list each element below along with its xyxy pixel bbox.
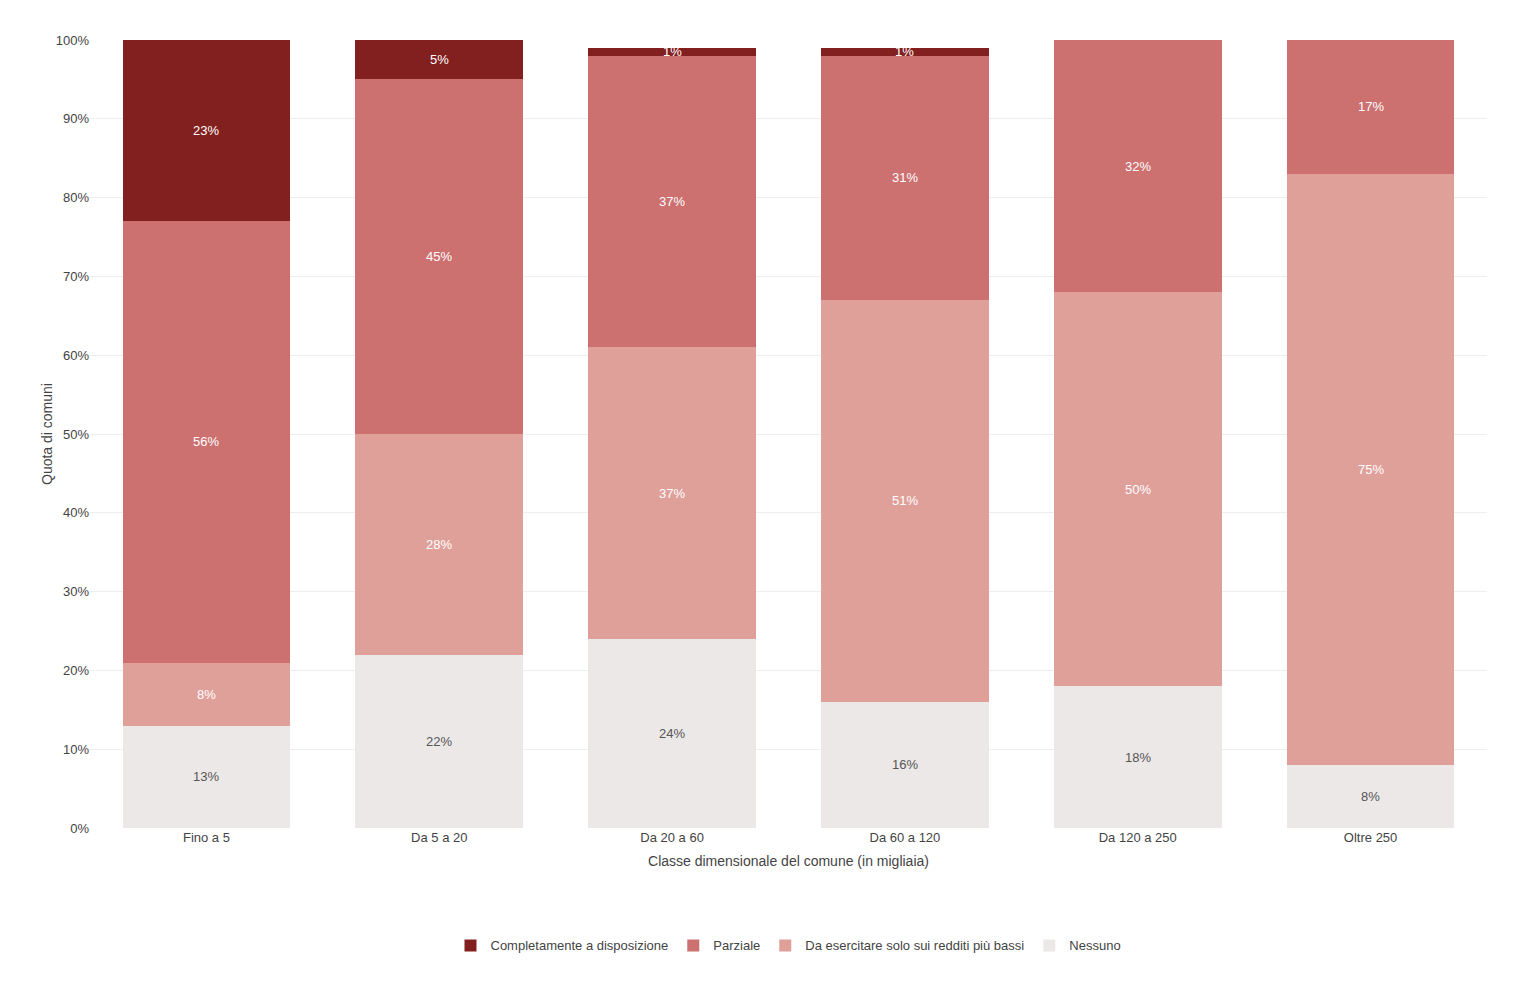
svg-text:17%: 17% xyxy=(1358,99,1384,114)
svg-text:37%: 37% xyxy=(659,486,685,501)
svg-text:Da 5 a 20: Da 5 a 20 xyxy=(411,830,467,845)
svg-text:20%: 20% xyxy=(63,663,89,678)
svg-text:40%: 40% xyxy=(63,505,89,520)
svg-text:8%: 8% xyxy=(197,687,216,702)
svg-text:Completamente a disposizione: Completamente a disposizione xyxy=(491,938,669,953)
svg-text:50%: 50% xyxy=(63,427,89,442)
svg-text:90%: 90% xyxy=(63,111,89,126)
svg-text:22%: 22% xyxy=(426,734,452,749)
svg-text:30%: 30% xyxy=(63,584,89,599)
svg-text:51%: 51% xyxy=(892,493,918,508)
svg-text:31%: 31% xyxy=(892,170,918,185)
svg-text:Da 20 a 60: Da 20 a 60 xyxy=(640,830,704,845)
svg-text:Quota di comuni: Quota di comuni xyxy=(39,383,55,485)
svg-text:75%: 75% xyxy=(1358,462,1384,477)
svg-text:18%: 18% xyxy=(1125,750,1151,765)
svg-text:60%: 60% xyxy=(63,348,89,363)
svg-text:37%: 37% xyxy=(659,194,685,209)
svg-text:Classe dimensionale del comune: Classe dimensionale del comune (in migli… xyxy=(648,853,929,869)
svg-text:45%: 45% xyxy=(426,249,452,264)
svg-text:0%: 0% xyxy=(70,821,89,836)
svg-text:Fino a 5: Fino a 5 xyxy=(183,830,230,845)
svg-text:Parziale: Parziale xyxy=(713,938,760,953)
svg-text:16%: 16% xyxy=(892,757,918,772)
svg-text:Da 60 a 120: Da 60 a 120 xyxy=(869,830,940,845)
svg-text:5%: 5% xyxy=(430,52,449,67)
svg-text:8%: 8% xyxy=(1361,789,1380,804)
svg-text:1%: 1% xyxy=(895,44,914,59)
svg-text:24%: 24% xyxy=(659,726,685,741)
svg-text:10%: 10% xyxy=(63,742,89,757)
svg-text:80%: 80% xyxy=(63,190,89,205)
svg-text:Da 120 a 250: Da 120 a 250 xyxy=(1099,830,1177,845)
svg-text:Nessuno: Nessuno xyxy=(1069,938,1120,953)
svg-text:56%: 56% xyxy=(193,434,219,449)
svg-text:13%: 13% xyxy=(193,769,219,784)
svg-text:23%: 23% xyxy=(193,123,219,138)
svg-text:50%: 50% xyxy=(1125,482,1151,497)
svg-text:28%: 28% xyxy=(426,537,452,552)
svg-text:100%: 100% xyxy=(56,33,90,48)
svg-text:Da esercitare solo sui redditi: Da esercitare solo sui redditi più bassi xyxy=(805,938,1024,953)
svg-text:32%: 32% xyxy=(1125,159,1151,174)
svg-text:Oltre 250: Oltre 250 xyxy=(1344,830,1397,845)
svg-text:1%: 1% xyxy=(663,44,682,59)
svg-text:70%: 70% xyxy=(63,269,89,284)
